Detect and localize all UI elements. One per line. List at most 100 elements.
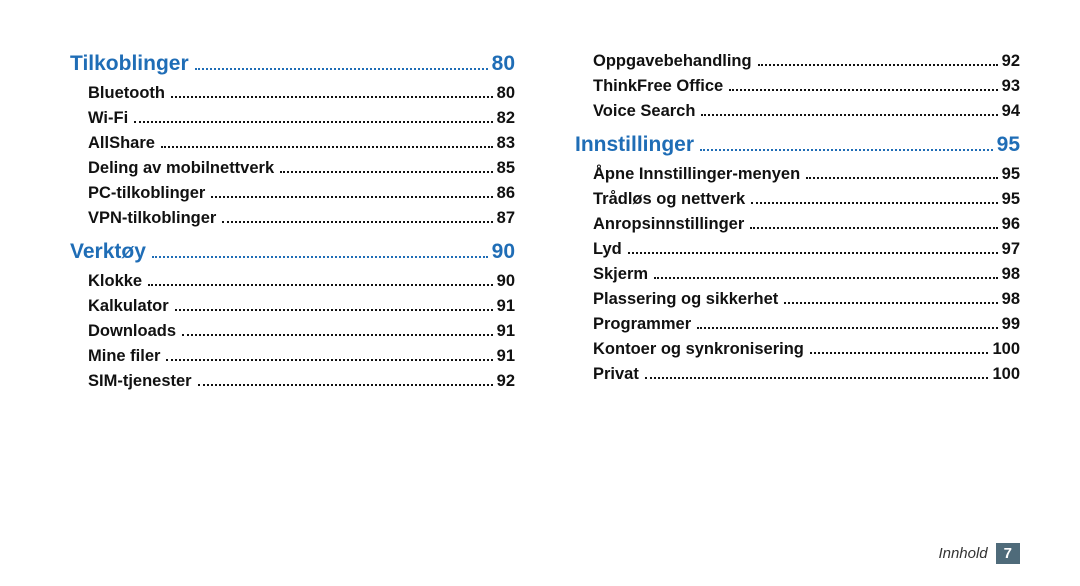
dot-leader bbox=[700, 149, 993, 151]
entry-page: 99 bbox=[1002, 315, 1020, 334]
entry-label: Mine filer bbox=[88, 347, 160, 366]
dot-leader bbox=[654, 277, 998, 279]
entry-label: Klokke bbox=[88, 272, 142, 291]
entry-label: Wi-Fi bbox=[88, 109, 128, 128]
entry-label: AllShare bbox=[88, 134, 155, 153]
entry-page: 91 bbox=[497, 322, 515, 341]
toc-entry: Deling av mobilnettverk 85 bbox=[88, 159, 515, 178]
entry-label: Voice Search bbox=[593, 102, 695, 121]
dot-leader bbox=[810, 352, 989, 354]
entry-label: Oppgavebehandling bbox=[593, 52, 752, 71]
entry-label: SIM-tjenester bbox=[88, 372, 192, 391]
entry-label: Bluetooth bbox=[88, 84, 165, 103]
toc-entry: Mine filer 91 bbox=[88, 347, 515, 366]
entry-label: Trådløs og nettverk bbox=[593, 190, 745, 209]
entry-page: 94 bbox=[1002, 102, 1020, 121]
entry-label: Deling av mobilnettverk bbox=[88, 159, 274, 178]
section-header-innstillinger: Innstillinger 95 bbox=[575, 133, 1020, 157]
toc-entry: ThinkFree Office93 bbox=[593, 77, 1020, 96]
toc-entry: Klokke 90 bbox=[88, 272, 515, 291]
entry-label: VPN-tilkoblinger bbox=[88, 209, 216, 228]
entry-page: 91 bbox=[497, 297, 515, 316]
dot-leader bbox=[750, 227, 997, 229]
toc-entry: Voice Search 94 bbox=[593, 102, 1020, 121]
section-header-tilkoblinger: Tilkoblinger 80 bbox=[70, 52, 515, 76]
dot-leader bbox=[751, 202, 997, 204]
dot-leader bbox=[182, 334, 493, 336]
section-title: Verktøy bbox=[70, 240, 146, 264]
left-column: Tilkoblinger 80 Bluetooth 80 Wi-Fi82 AllS… bbox=[70, 40, 515, 397]
entry-page: 90 bbox=[497, 272, 515, 291]
toc-entry: VPN-tilkoblinger87 bbox=[88, 209, 515, 228]
dot-leader bbox=[628, 252, 998, 254]
dot-leader bbox=[195, 68, 488, 70]
entry-page: 91 bbox=[497, 347, 515, 366]
entry-page: 83 bbox=[497, 134, 515, 153]
toc-entry: Bluetooth 80 bbox=[88, 84, 515, 103]
toc-entry: PC-tilkoblinger 86 bbox=[88, 184, 515, 203]
section-title: Innstillinger bbox=[575, 133, 694, 157]
entry-label: ThinkFree Office bbox=[593, 77, 723, 96]
entry-label: Skjerm bbox=[593, 265, 648, 284]
toc-entry: Downloads91 bbox=[88, 322, 515, 341]
toc-entry: Privat100 bbox=[593, 365, 1020, 384]
entry-page: 97 bbox=[1002, 240, 1020, 259]
right-column: Oppgavebehandling 92 ThinkFree Office93 V… bbox=[575, 40, 1020, 397]
entry-label: Kontoer og synkronisering bbox=[593, 340, 804, 359]
toc-entry: Kontoer og synkronisering 100 bbox=[593, 340, 1020, 359]
entry-label: Anropsinnstillinger bbox=[593, 215, 744, 234]
dot-leader bbox=[175, 309, 493, 311]
section-page: 95 bbox=[997, 133, 1020, 157]
dot-leader bbox=[697, 327, 998, 329]
toc-entry: Lyd 97 bbox=[593, 240, 1020, 259]
footer-page-badge: 7 bbox=[996, 543, 1020, 564]
entry-page: 96 bbox=[1002, 215, 1020, 234]
entry-label: Kalkulator bbox=[88, 297, 169, 316]
toc-entry: Skjerm 98 bbox=[593, 265, 1020, 284]
dot-leader bbox=[211, 196, 492, 198]
entry-page: 92 bbox=[497, 372, 515, 391]
dot-leader bbox=[171, 96, 493, 98]
toc-entry: Oppgavebehandling 92 bbox=[593, 52, 1020, 71]
dot-leader bbox=[161, 146, 493, 148]
dot-leader bbox=[166, 359, 492, 361]
toc-entry: Trådløs og nettverk 95 bbox=[593, 190, 1020, 209]
entry-page: 98 bbox=[1002, 265, 1020, 284]
entry-page: 95 bbox=[1002, 165, 1020, 184]
entry-page: 95 bbox=[1002, 190, 1020, 209]
entry-label: PC-tilkoblinger bbox=[88, 184, 205, 203]
entry-label: Programmer bbox=[593, 315, 691, 334]
dot-leader bbox=[806, 177, 997, 179]
dot-leader bbox=[758, 64, 998, 66]
entry-label: Plassering og sikkerhet bbox=[593, 290, 778, 309]
entry-page: 85 bbox=[497, 159, 515, 178]
entry-label: Åpne Innstillinger-menyen bbox=[593, 165, 800, 184]
toc-entry: Programmer 99 bbox=[593, 315, 1020, 334]
dot-leader bbox=[134, 121, 492, 123]
entry-page: 100 bbox=[992, 340, 1020, 359]
toc-page: Tilkoblinger 80 Bluetooth 80 Wi-Fi82 AllS… bbox=[0, 0, 1080, 397]
entry-page: 92 bbox=[1002, 52, 1020, 71]
dot-leader bbox=[198, 384, 493, 386]
dot-leader bbox=[222, 221, 492, 223]
entry-page: 86 bbox=[497, 184, 515, 203]
entry-page: 80 bbox=[497, 84, 515, 103]
toc-entry: Plassering og sikkerhet98 bbox=[593, 290, 1020, 309]
section-page: 80 bbox=[492, 52, 515, 76]
dot-leader bbox=[152, 256, 488, 258]
entry-label: Privat bbox=[593, 365, 639, 384]
section-page: 90 bbox=[492, 240, 515, 264]
section-header-verktoy: Verktøy 90 bbox=[70, 240, 515, 264]
toc-entry: Wi-Fi82 bbox=[88, 109, 515, 128]
toc-entry: AllShare 83 bbox=[88, 134, 515, 153]
dot-leader bbox=[280, 171, 493, 173]
footer-label: Innhold bbox=[938, 545, 987, 562]
page-footer: Innhold 7 bbox=[938, 543, 1020, 564]
section-title: Tilkoblinger bbox=[70, 52, 189, 76]
dot-leader bbox=[729, 89, 997, 91]
toc-entry: Åpne Innstillinger-menyen 95 bbox=[593, 165, 1020, 184]
toc-entry: Anropsinnstillinger 96 bbox=[593, 215, 1020, 234]
dot-leader bbox=[701, 114, 997, 116]
toc-entry: Kalkulator 91 bbox=[88, 297, 515, 316]
entry-label: Lyd bbox=[593, 240, 622, 259]
